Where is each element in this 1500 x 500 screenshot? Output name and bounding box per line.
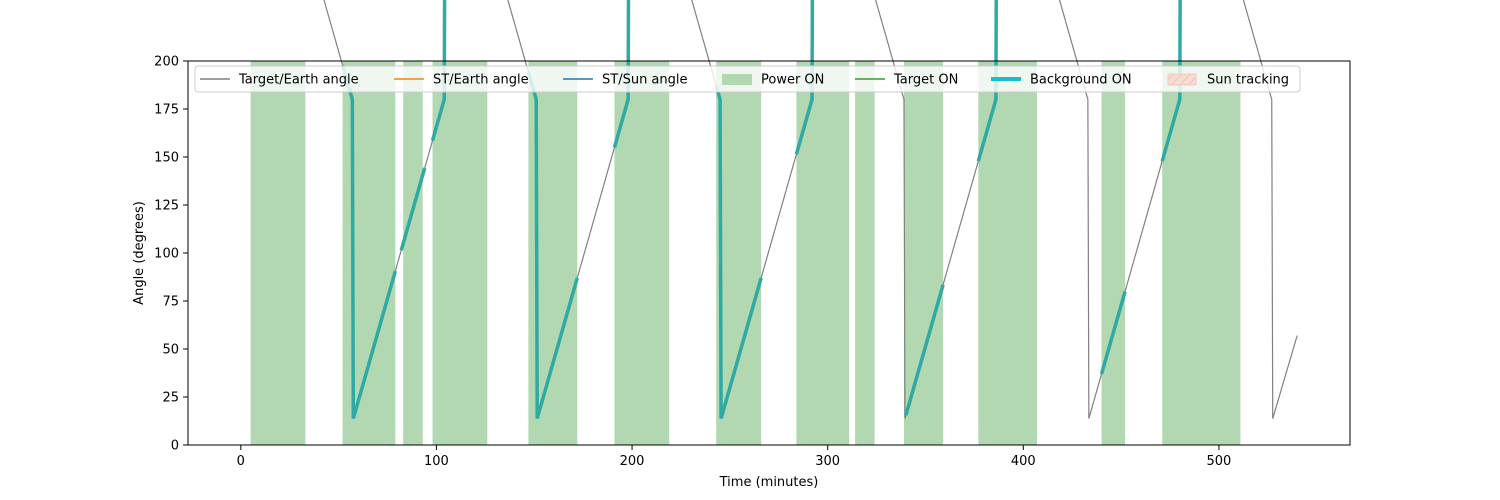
legend-label: ST/Sun angle	[602, 73, 688, 88]
power-on-band	[342, 61, 396, 445]
y-tick-label: 125	[154, 199, 179, 214]
legend-item: ST/Earth angle	[394, 73, 529, 88]
y-tick-label: 100	[154, 247, 179, 262]
legend-label: Background ON	[1030, 73, 1132, 88]
series-segment-background-on	[526, 71, 579, 420]
x-axis-label: Time (minutes)	[719, 475, 819, 490]
legend-swatch	[722, 74, 752, 85]
legend-item: Target/Earth angle	[200, 73, 359, 88]
power-on-band	[1101, 61, 1126, 445]
legend-label: Sun tracking	[1207, 73, 1289, 88]
y-tick-label: 75	[162, 295, 179, 310]
x-tick-label: 400	[1011, 454, 1036, 469]
legend-item: Power ON	[722, 73, 824, 88]
power-on-band	[903, 61, 944, 445]
series-segment-background-on	[340, 64, 398, 420]
y-tick-label: 200	[154, 55, 179, 70]
series-segment-background-on	[1160, 0, 1182, 162]
x-tick-label: 500	[1207, 454, 1232, 469]
x-tick-label: 0	[237, 454, 245, 469]
series-segment-background-on	[430, 0, 447, 142]
series-segment-background-on	[976, 0, 998, 162]
legend-item: Sun tracking	[1167, 73, 1289, 88]
power-on-band	[614, 61, 670, 445]
y-tick-label: 25	[162, 391, 179, 406]
series-lines	[323, 0, 1298, 420]
power-on-band	[855, 61, 875, 445]
power-on-band	[403, 61, 423, 445]
y-tick-label: 0	[171, 439, 179, 454]
series-segment-background-on	[794, 0, 815, 155]
legend-item: ST/Sun angle	[563, 73, 688, 88]
y-tick-label: 150	[154, 151, 179, 166]
legend: Target/Earth angle ST/Earth angle ST/Sun a…	[194, 65, 1301, 93]
power-on-band	[796, 61, 850, 445]
power-on-band	[716, 61, 762, 445]
legend-item: Target ON	[855, 73, 958, 88]
power-on-band	[978, 61, 1038, 445]
series-segment-background-on	[904, 284, 945, 416]
power-on-band	[1162, 61, 1241, 445]
x-tick-label: 100	[424, 454, 449, 469]
power-on-band	[250, 61, 306, 445]
legend-label: Power ON	[761, 73, 824, 88]
power-on-bands	[250, 61, 1241, 445]
power-on-band	[432, 61, 488, 445]
legend-label: Target ON	[893, 73, 958, 88]
legend-label: Target/Earth angle	[238, 73, 359, 88]
legend-label: ST/Earth angle	[433, 73, 529, 88]
series-segment-background-on	[399, 167, 427, 251]
x-tick-label: 300	[815, 454, 840, 469]
y-tick-label: 175	[154, 103, 179, 118]
series-line-target-earth-angle	[323, 0, 1298, 419]
axis-ticks: 0 100 200 300 400 500 0 25 50 75 100 125 150 175 200	[154, 55, 1231, 470]
legend-item: Background ON	[991, 73, 1132, 88]
legend-swatch	[1167, 73, 1197, 86]
series-segment-background-on	[714, 85, 763, 420]
y-tick-label: 50	[162, 343, 179, 358]
x-tick-label: 200	[620, 454, 645, 469]
series-segment-background-on	[1099, 291, 1127, 375]
y-axis-label: Angle (degrees)	[132, 201, 147, 305]
series-segment-background-on	[612, 0, 631, 148]
